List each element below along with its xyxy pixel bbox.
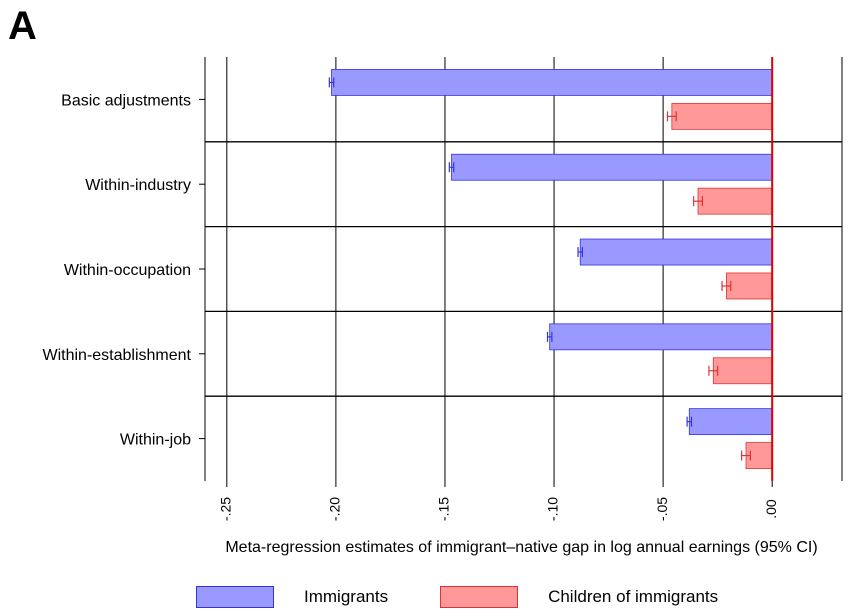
bar-immigrants [451,153,773,181]
bar-immigrants [579,238,773,266]
legend-swatch-children [440,586,519,608]
legend: Immigrants Children of immigrants [196,586,718,608]
bar-children [725,272,773,300]
x-tick-label: -.20 [327,497,343,521]
x-tick-label: -.05 [654,497,670,521]
x-tick-label: -.10 [545,497,561,521]
x-axis-title: Meta-regression estimates of immigrant–n… [225,539,817,556]
bar-immigrants [331,69,773,96]
bar-immigrants [688,408,773,436]
y-tick-label: Within-industry [85,177,191,194]
y-tick-label: Within-occupation [64,262,191,279]
bar-chart: Basic adjustments Within-industry Within-o… [43,57,843,556]
x-tick-label: -.25 [218,497,234,521]
bar-children [671,102,773,130]
x-tick-label: .00 [763,499,779,519]
legend-label-immigrants: Immigrants [304,587,389,606]
y-tick-label: Within-job [120,432,191,449]
bar-children [697,187,773,215]
legend-label-children: Children of immigrants [548,587,719,606]
y-tick-label: Within-establishment [43,347,192,364]
panel-letter: A [8,4,37,48]
bar-children [712,357,773,385]
legend-item-immigrants: Immigrants [196,586,388,608]
legend-item-children: Children of immigrants [440,586,718,608]
bar-immigrants [549,323,773,351]
y-tick-label: Basic adjustments [61,92,191,109]
x-tick-label: -.15 [436,497,452,521]
legend-swatch-immigrants [196,586,274,608]
